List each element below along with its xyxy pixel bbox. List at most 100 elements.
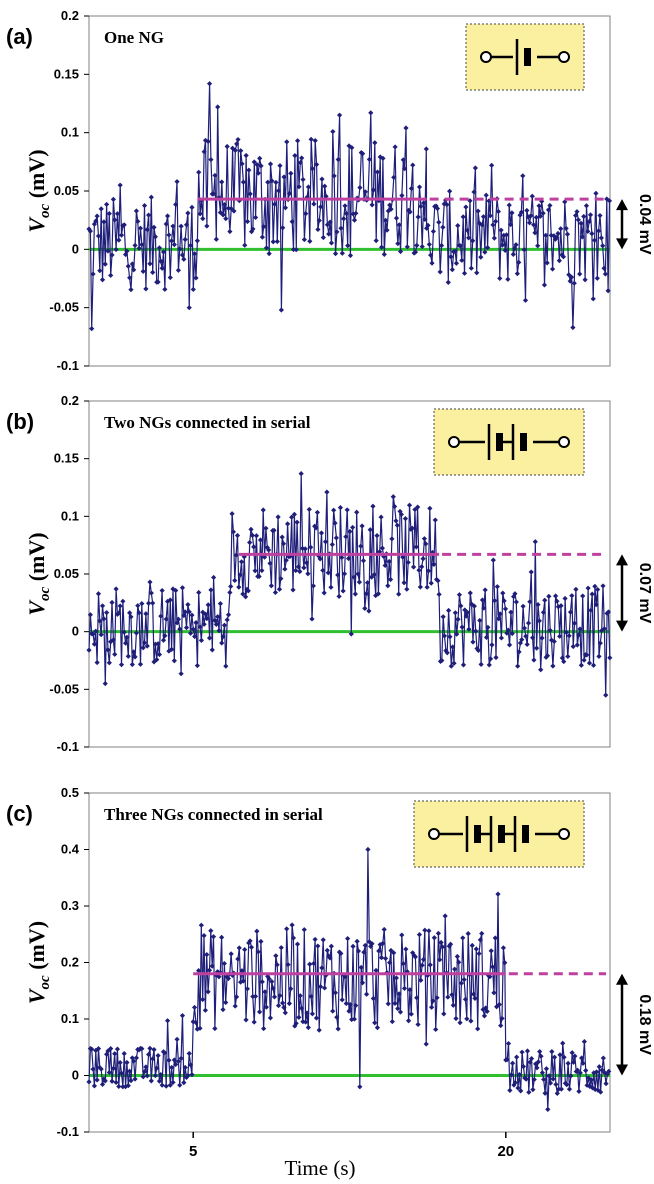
data-point [405,559,411,566]
data-point [306,506,312,513]
data-point [529,635,536,641]
data-point [198,637,205,643]
data-point [223,999,229,1006]
data-point [276,586,283,592]
data-point [240,591,246,597]
data-point [238,559,245,565]
data-point [554,235,560,241]
data-point [604,196,610,202]
data-point [150,1056,156,1062]
y-tick-label: 0.1 [61,125,79,140]
data-point [193,619,199,626]
data-point [381,926,387,933]
plot-title: One NG [104,28,164,47]
data-point [247,191,253,197]
data-point [482,587,488,593]
data-point [194,238,200,244]
data-point [463,204,469,210]
data-point [160,637,167,643]
data-point [271,994,278,1000]
data-point [198,922,204,928]
data-point [558,603,564,609]
data-point [337,112,343,118]
data-point [478,254,484,260]
data-point [232,1003,238,1009]
data-point [303,1019,309,1025]
data-point [426,928,432,934]
data-point [91,1083,98,1089]
panel-label: (c) [6,801,33,826]
data-point [300,176,306,183]
data-point [246,167,252,173]
data-point [225,612,232,618]
data-point [193,1019,199,1026]
data-point [273,179,279,186]
y-tick-label: 0 [72,241,79,256]
data-point [124,248,130,254]
data-point [281,174,287,180]
data-point [565,653,571,660]
data-point [352,591,358,597]
data-point [585,585,591,591]
data-point [167,1082,173,1088]
data-point [118,662,125,668]
data-point [392,144,398,150]
data-point [259,567,265,574]
data-point [516,259,522,266]
y-tick-label: 0.4 [61,842,80,857]
data-point [314,509,321,516]
data-point [182,1064,188,1071]
data-point [260,507,266,513]
y-tick-label: 0 [72,1068,79,1083]
data-point [139,242,145,248]
data-point [561,658,567,665]
data-point [295,138,301,144]
data-point [452,610,458,616]
data-point [509,630,515,637]
data-point [502,606,509,612]
data-point [133,630,140,636]
data-point [311,960,317,967]
data-point [137,661,144,667]
data-point [127,610,133,616]
data-point [158,1072,164,1078]
data-point [460,935,466,941]
data-point [443,648,449,654]
data-point [211,191,217,197]
data-point [109,599,115,606]
data-point [403,125,409,131]
data-point [483,634,490,640]
data-point [286,1000,292,1007]
data-point [518,209,525,215]
data-point [567,278,573,284]
data-point [94,659,100,666]
data-point [368,574,375,580]
data-point [388,947,394,954]
data-point [512,245,518,251]
data-point [526,1089,532,1095]
data-point [90,1066,96,1072]
data-point [408,185,414,192]
data-point [554,1090,560,1096]
data-point [434,995,440,1001]
data-point [550,1076,556,1082]
data-point [254,162,260,168]
data-point [328,943,334,949]
data-point [361,949,367,955]
data-point [128,1078,134,1084]
data-point [560,254,567,260]
data-point [299,155,305,161]
data-point [381,251,387,257]
data-point [124,1059,130,1066]
data-point [462,607,468,613]
data-point [191,1004,198,1011]
data-point [154,1065,160,1071]
data-point [159,265,165,271]
data-point [94,1077,100,1083]
data-point [86,647,92,653]
data-point [313,1015,320,1021]
data-point [268,583,274,589]
data-point [177,1082,183,1088]
data-point [147,1045,153,1051]
data-point [586,660,593,666]
